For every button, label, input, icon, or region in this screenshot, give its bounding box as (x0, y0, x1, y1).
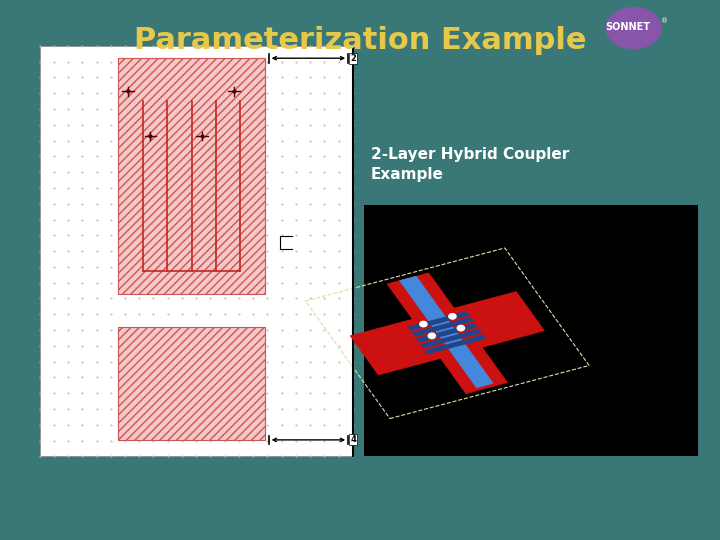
Text: ®: ® (661, 18, 668, 24)
Polygon shape (350, 292, 544, 375)
Text: Parameterization Example: Parameterization Example (134, 26, 586, 55)
Polygon shape (413, 318, 473, 336)
Text: 2: 2 (350, 53, 356, 63)
Circle shape (449, 314, 456, 319)
Circle shape (457, 326, 464, 331)
Bar (118, 327, 265, 440)
Text: 4: 4 (350, 435, 356, 444)
Text: 2-Layer Hybrid Coupler
Example: 2-Layer Hybrid Coupler Example (371, 147, 569, 182)
Polygon shape (420, 329, 482, 348)
Polygon shape (400, 276, 493, 388)
Polygon shape (417, 323, 477, 342)
Circle shape (428, 333, 436, 339)
Polygon shape (387, 273, 508, 394)
Circle shape (420, 321, 427, 327)
Circle shape (606, 8, 661, 49)
Bar (40, 46, 353, 456)
Polygon shape (408, 312, 469, 330)
Bar (364, 205, 698, 456)
Polygon shape (425, 335, 486, 354)
Bar (118, 58, 265, 294)
Text: SONNET: SONNET (605, 22, 649, 32)
